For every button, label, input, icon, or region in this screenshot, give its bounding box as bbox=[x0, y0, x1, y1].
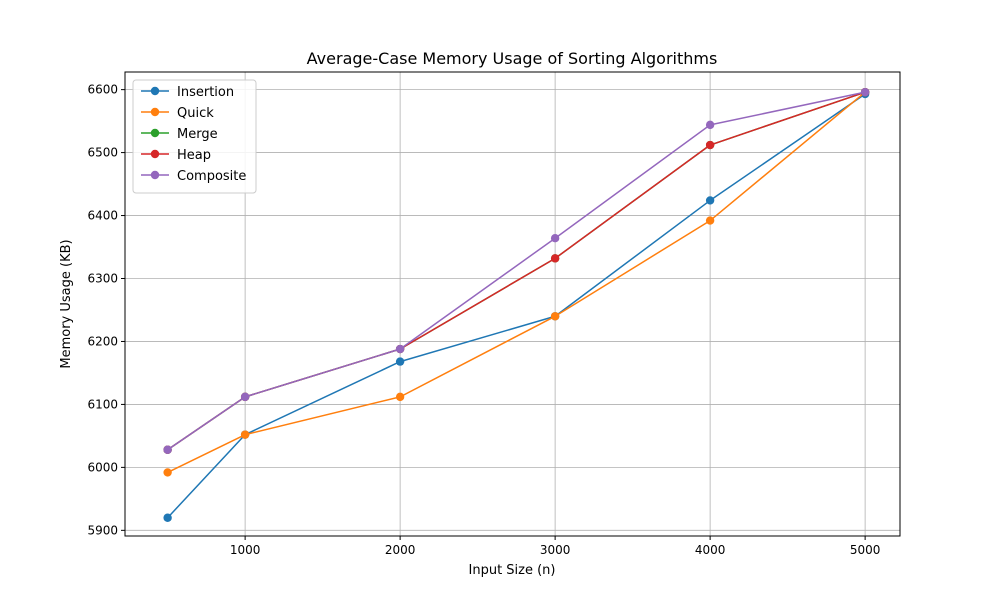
legend-item: Merge bbox=[141, 127, 218, 142]
y-tick-label: 5900 bbox=[87, 523, 118, 537]
legend-item: Insertion bbox=[141, 85, 234, 100]
plot-frame bbox=[124, 71, 901, 537]
y-tick-label: 6600 bbox=[87, 83, 118, 97]
legend-item: Composite bbox=[141, 169, 246, 184]
data-point bbox=[395, 344, 405, 354]
legend-marker bbox=[150, 170, 160, 180]
x-tick-label: 2000 bbox=[385, 543, 416, 557]
data-point bbox=[395, 392, 405, 402]
data-point bbox=[163, 445, 172, 454]
legend-marker bbox=[150, 86, 160, 96]
chart-title: Average-Case Memory Usage of Sorting Alg… bbox=[307, 49, 718, 68]
axis-layer: 1000 2000 3000 4000 5000 5900 6000 6100 6200 6300… bbox=[87, 83, 880, 557]
data-point bbox=[705, 120, 715, 130]
data-point bbox=[163, 468, 172, 477]
legend-marker bbox=[150, 128, 160, 138]
data-point bbox=[550, 254, 560, 263]
data-point bbox=[550, 312, 560, 321]
legend-item: Heap bbox=[141, 148, 211, 163]
y-tick-label: 6100 bbox=[87, 397, 118, 411]
y-tick-label: 6500 bbox=[87, 146, 118, 160]
x-axis-label: Input Size (n) bbox=[469, 563, 556, 578]
data-point bbox=[240, 392, 250, 402]
data-point bbox=[705, 216, 715, 225]
x-tick-label: 3000 bbox=[540, 543, 571, 557]
series-line bbox=[167, 91, 866, 474]
legend: Insertion Quick Merge Heap Composite bbox=[132, 79, 257, 194]
y-tick-label: 6300 bbox=[87, 272, 118, 286]
legend-label: Insertion bbox=[177, 85, 234, 100]
legend-marker bbox=[150, 149, 160, 159]
legend-label: Heap bbox=[177, 148, 211, 163]
data-point bbox=[860, 87, 870, 97]
data-point bbox=[163, 513, 172, 522]
grid-layer bbox=[125, 72, 900, 536]
legend-item: Quick bbox=[141, 106, 214, 121]
legend-label: Quick bbox=[177, 106, 214, 121]
legend-box bbox=[132, 79, 257, 194]
legend-marker bbox=[150, 107, 160, 117]
y-tick-label: 6400 bbox=[87, 209, 118, 223]
y-tick-label: 6200 bbox=[87, 334, 118, 348]
x-tick-label: 5000 bbox=[850, 543, 881, 557]
data-point bbox=[705, 140, 715, 150]
x-tick-label: 1000 bbox=[230, 543, 261, 557]
x-tick-label: 4000 bbox=[695, 543, 726, 557]
y-axis-label: Memory Usage (KB) bbox=[59, 239, 74, 368]
data-point bbox=[550, 234, 560, 243]
legend-label: Composite bbox=[177, 169, 246, 184]
y-tick-label: 6000 bbox=[87, 460, 118, 474]
data-point bbox=[705, 196, 715, 205]
series-line bbox=[167, 93, 866, 519]
series-composite bbox=[163, 87, 870, 454]
data-point bbox=[395, 357, 405, 366]
data-point bbox=[240, 430, 250, 439]
series-layer bbox=[163, 87, 870, 522]
legend-label: Merge bbox=[177, 127, 218, 142]
series-line bbox=[167, 91, 866, 451]
